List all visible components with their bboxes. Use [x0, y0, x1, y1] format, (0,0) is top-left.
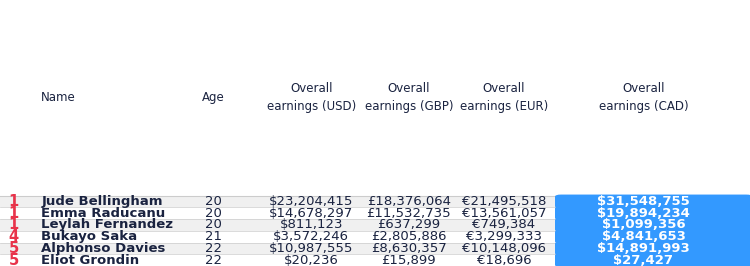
- Text: £2,805,886: £2,805,886: [371, 230, 446, 243]
- Text: £15,899: £15,899: [382, 253, 436, 266]
- Text: €749,384: €749,384: [472, 218, 536, 231]
- FancyBboxPatch shape: [555, 194, 750, 208]
- Text: $23,204,415: $23,204,415: [269, 195, 353, 208]
- Text: £637,299: £637,299: [377, 218, 440, 231]
- Text: €13,561,057: €13,561,057: [462, 207, 546, 220]
- Text: $811,123: $811,123: [280, 218, 343, 231]
- Bar: [0, 231, 750, 243]
- Text: 5: 5: [8, 241, 19, 256]
- Text: $31,548,755: $31,548,755: [597, 195, 690, 208]
- Text: Alphonso Davies: Alphonso Davies: [41, 242, 166, 255]
- Text: Overall
earnings (GBP): Overall earnings (GBP): [364, 82, 453, 113]
- Text: 1: 1: [8, 194, 19, 209]
- Text: Bukayo Saka: Bukayo Saka: [41, 230, 137, 243]
- Text: 4: 4: [8, 229, 19, 244]
- Text: Overall
earnings (USD): Overall earnings (USD): [267, 82, 356, 113]
- Bar: [0, 207, 750, 219]
- FancyBboxPatch shape: [555, 230, 750, 243]
- Text: 1: 1: [8, 217, 19, 232]
- Bar: [0, 196, 750, 207]
- Text: Leylah Fernandez: Leylah Fernandez: [41, 218, 173, 231]
- Text: 21: 21: [206, 230, 222, 243]
- Text: Overall
earnings (EUR): Overall earnings (EUR): [460, 82, 548, 113]
- Text: Eliot Grondin: Eliot Grondin: [41, 253, 140, 266]
- Bar: [0, 0, 750, 196]
- Text: $1,099,356: $1,099,356: [602, 218, 686, 231]
- Text: $27,427: $27,427: [614, 253, 674, 266]
- Text: 22: 22: [206, 242, 222, 255]
- Text: £8,630,357: £8,630,357: [371, 242, 447, 255]
- Text: 20: 20: [206, 195, 222, 208]
- Bar: [0, 219, 750, 231]
- Text: $19,894,234: $19,894,234: [597, 207, 690, 220]
- Text: 5: 5: [8, 253, 19, 266]
- Text: 1: 1: [8, 206, 19, 221]
- FancyBboxPatch shape: [555, 206, 750, 220]
- Text: Age: Age: [202, 91, 225, 104]
- FancyBboxPatch shape: [555, 253, 750, 266]
- Text: Name: Name: [41, 91, 76, 104]
- Text: $14,891,993: $14,891,993: [597, 242, 690, 255]
- Text: €21,495,518: €21,495,518: [462, 195, 546, 208]
- Text: $20,236: $20,236: [284, 253, 339, 266]
- FancyBboxPatch shape: [555, 218, 750, 232]
- FancyBboxPatch shape: [555, 242, 750, 255]
- Text: €10,148,096: €10,148,096: [462, 242, 546, 255]
- Text: $3,572,246: $3,572,246: [273, 230, 350, 243]
- Text: €3,299,333: €3,299,333: [466, 230, 542, 243]
- Text: $10,987,555: $10,987,555: [269, 242, 353, 255]
- Text: $14,678,297: $14,678,297: [269, 207, 353, 220]
- Text: €18,696: €18,696: [477, 253, 531, 266]
- Text: 22: 22: [206, 253, 222, 266]
- Text: 20: 20: [206, 207, 222, 220]
- Text: Overall
earnings (CAD): Overall earnings (CAD): [598, 82, 688, 113]
- Text: £11,532,735: £11,532,735: [367, 207, 451, 220]
- Text: Emma Raducanu: Emma Raducanu: [41, 207, 166, 220]
- Bar: [0, 243, 750, 254]
- Bar: [0, 254, 750, 266]
- Text: £18,376,064: £18,376,064: [367, 195, 451, 208]
- Text: $4,841,653: $4,841,653: [602, 230, 686, 243]
- Text: 20: 20: [206, 218, 222, 231]
- Text: Jude Bellingham: Jude Bellingham: [41, 195, 163, 208]
